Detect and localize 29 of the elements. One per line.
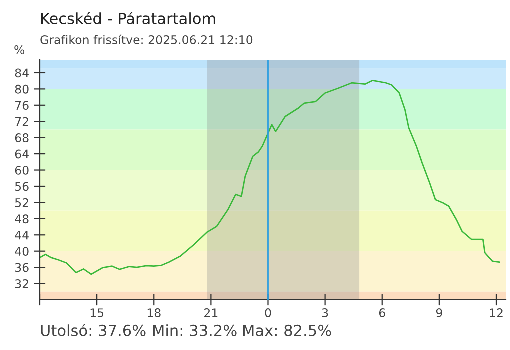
y-tick-label: 84 bbox=[15, 68, 29, 78]
y-tick-label: 44 bbox=[15, 231, 29, 240]
y-tick-label: 36 bbox=[15, 263, 29, 272]
x-tick-label: 21 bbox=[204, 308, 218, 318]
y-tick-label: 60 bbox=[15, 166, 29, 175]
y-tick-label: 56 bbox=[15, 182, 29, 192]
y-tick-label: 76 bbox=[16, 101, 29, 110]
text: Min: 33.2% bbox=[154, 324, 237, 336]
y-tick-label: 48 bbox=[15, 214, 29, 224]
x-tick-label: 15 bbox=[90, 308, 104, 318]
text: Max: 82.5% bbox=[244, 324, 332, 336]
x-tick-label: 12 bbox=[490, 308, 503, 318]
x-tick-label: 9 bbox=[436, 308, 442, 318]
y-tick-label: 64 bbox=[15, 150, 29, 159]
x-tick-label: 3 bbox=[322, 308, 328, 318]
y-tick-label: 68 bbox=[15, 134, 29, 142]
x-tick-label: 0 bbox=[265, 308, 272, 318]
line-series bbox=[40, 80, 500, 276]
y-tick-label: 80 bbox=[15, 84, 29, 94]
x-tick-label: 6 bbox=[379, 308, 386, 318]
text: Utolsó: 37.6% bbox=[41, 324, 146, 336]
chart-title: Kecskéd - Páratartalom bbox=[42, 12, 216, 24]
y-tick-label: 32 bbox=[15, 280, 28, 288]
chart-subtitle: Grafikon frissítve: 2025.06.21 12:10 bbox=[40, 34, 253, 44]
y-tick-label: 40 bbox=[15, 247, 29, 256]
y-tick-label: 52 bbox=[15, 198, 28, 208]
y-tick-label: 72 bbox=[16, 117, 28, 126]
y-axis-title: % bbox=[14, 45, 25, 54]
x-tick-label: 18 bbox=[148, 308, 161, 318]
